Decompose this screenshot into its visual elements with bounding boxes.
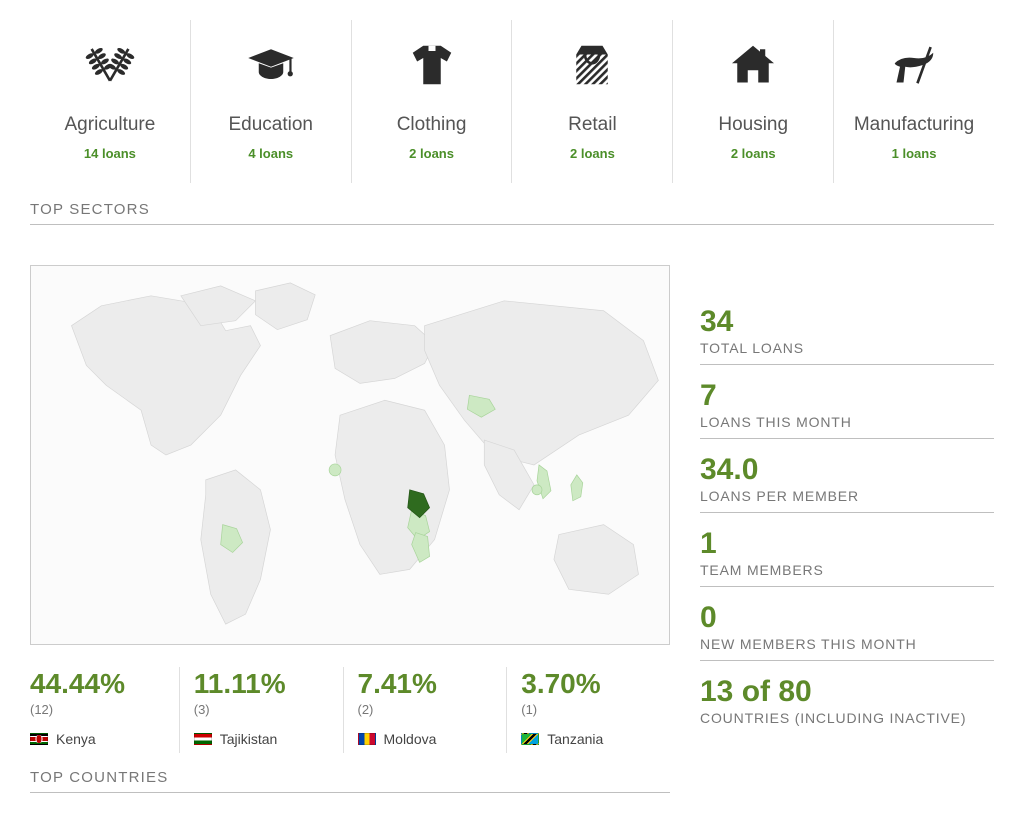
- country-card-tajikistan[interactable]: 11.11% (3) Tajikistan: [180, 667, 344, 753]
- flag-icon: [358, 733, 376, 745]
- country-pct: 3.70%: [521, 669, 656, 700]
- top-sectors-label: TOP SECTORS: [30, 201, 994, 225]
- sector-name: Manufacturing: [834, 114, 994, 136]
- country-count: (12): [30, 702, 165, 717]
- sectors-row: Agriculture 14 loans Education 4 loans: [30, 20, 994, 183]
- country-count: (3): [194, 702, 329, 717]
- sector-card-retail[interactable]: Retail 2 loans: [512, 20, 673, 183]
- stats-column: 34 TOTAL LOANS 7 LOANS THIS MONTH 34.0 L…: [700, 265, 994, 793]
- stat-label: LOANS THIS MONTH: [700, 414, 994, 434]
- stat-value: 0: [700, 601, 994, 634]
- education-icon: [191, 30, 351, 100]
- sector-loans: 14 loans: [30, 146, 190, 161]
- sector-card-housing[interactable]: Housing 2 loans: [673, 20, 834, 183]
- sector-card-clothing[interactable]: Clothing 2 loans: [352, 20, 513, 183]
- stat-value: 34: [700, 305, 994, 338]
- stat-value: 13 of 80: [700, 675, 994, 708]
- country-name: Tanzania: [547, 731, 603, 747]
- stat-value: 1: [700, 527, 994, 560]
- dashboard-container: Agriculture 14 loans Education 4 loans: [0, 0, 1024, 813]
- country-pct: 44.44%: [30, 669, 165, 700]
- stat-team-members: 1 TEAM MEMBERS: [700, 523, 994, 587]
- stat-label: TEAM MEMBERS: [700, 562, 994, 582]
- housing-icon: [673, 30, 833, 100]
- sector-name: Retail: [512, 114, 672, 136]
- countries-row: 44.44% (12) Kenya 11.11% (3) Tajikistan: [30, 667, 670, 753]
- country-card-kenya[interactable]: 44.44% (12) Kenya: [30, 667, 180, 753]
- country-name: Moldova: [384, 731, 437, 747]
- top-countries-label: TOP COUNTRIES: [30, 769, 670, 793]
- country-pct: 11.11%: [194, 669, 329, 700]
- country-name: Tajikistan: [220, 731, 278, 747]
- stat-value: 34.0: [700, 453, 994, 486]
- sector-card-agriculture[interactable]: Agriculture 14 loans: [30, 20, 191, 183]
- flag-icon: [194, 733, 212, 745]
- stat-value: 7: [700, 379, 994, 412]
- agriculture-icon: [30, 30, 190, 100]
- retail-icon: [512, 30, 672, 100]
- sector-card-education[interactable]: Education 4 loans: [191, 20, 352, 183]
- stat-label: COUNTRIES (INCLUDING INACTIVE): [700, 710, 994, 730]
- flag-icon: [30, 733, 48, 745]
- stat-loans-this-month: 7 LOANS THIS MONTH: [700, 375, 994, 439]
- country-count: (2): [358, 702, 493, 717]
- sector-loans: 2 loans: [352, 146, 512, 161]
- sector-card-manufacturing[interactable]: Manufacturing 1 loans: [834, 20, 994, 183]
- stat-label: TOTAL LOANS: [700, 340, 994, 360]
- left-column: 44.44% (12) Kenya 11.11% (3) Tajikistan: [30, 265, 670, 793]
- sector-loans: 2 loans: [673, 146, 833, 161]
- sector-name: Education: [191, 114, 351, 136]
- clothing-icon: [352, 30, 512, 100]
- flag-icon: [521, 733, 539, 745]
- country-card-moldova[interactable]: 7.41% (2) Moldova: [344, 667, 508, 753]
- sector-loans: 2 loans: [512, 146, 672, 161]
- main-grid: 44.44% (12) Kenya 11.11% (3) Tajikistan: [30, 265, 994, 793]
- stat-countries: 13 of 80 COUNTRIES (INCLUDING INACTIVE): [700, 671, 994, 734]
- world-map[interactable]: [30, 265, 670, 645]
- country-name: Kenya: [56, 731, 96, 747]
- country-pct: 7.41%: [358, 669, 493, 700]
- sector-loans: 1 loans: [834, 146, 994, 161]
- sector-name: Clothing: [352, 114, 512, 136]
- stat-new-members-this-month: 0 NEW MEMBERS THIS MONTH: [700, 597, 994, 661]
- country-card-tanzania[interactable]: 3.70% (1) Tanzania: [507, 667, 670, 753]
- stat-label: NEW MEMBERS THIS MONTH: [700, 636, 994, 656]
- stat-label: LOANS PER MEMBER: [700, 488, 994, 508]
- stat-loans-per-member: 34.0 LOANS PER MEMBER: [700, 449, 994, 513]
- manufacturing-icon: [834, 30, 994, 100]
- sector-name: Housing: [673, 114, 833, 136]
- stat-total-loans: 34 TOTAL LOANS: [700, 301, 994, 365]
- country-count: (1): [521, 702, 656, 717]
- sector-name: Agriculture: [30, 114, 190, 136]
- sector-loans: 4 loans: [191, 146, 351, 161]
